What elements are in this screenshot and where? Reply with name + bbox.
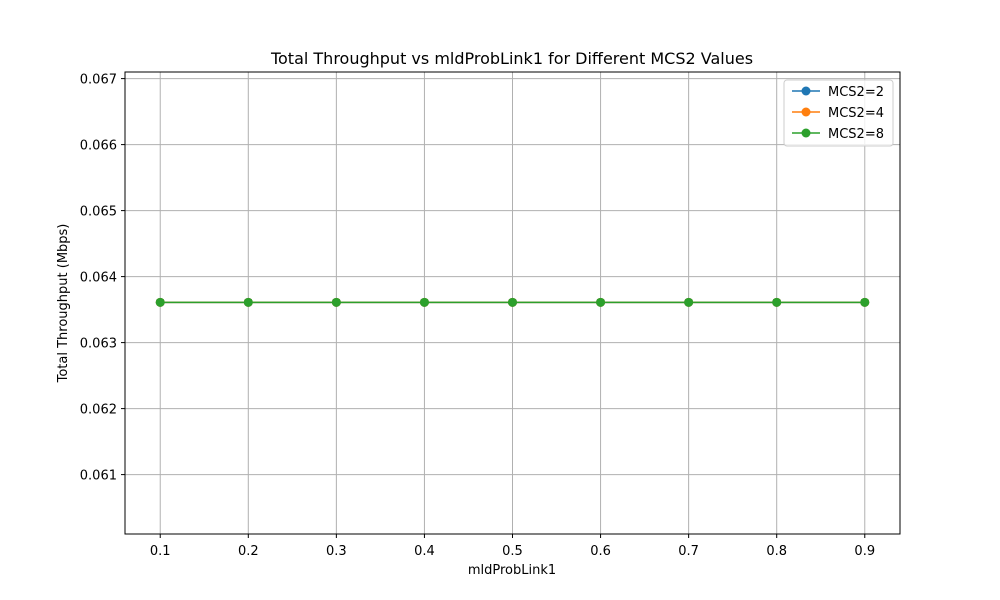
data-point	[419, 297, 429, 307]
legend-box	[783, 79, 894, 147]
data-point	[243, 297, 253, 307]
y-tick-label: 0.062	[80, 403, 117, 418]
legend-marker	[801, 128, 811, 138]
series-layer	[155, 297, 870, 307]
x-tick-label: 0.2	[238, 544, 259, 559]
x-tick-label: 0.9	[854, 544, 875, 559]
legend-marker	[801, 86, 811, 96]
x-tick-label: 0.6	[590, 544, 611, 559]
x-tick-label: 0.3	[326, 544, 347, 559]
legend-label: MCS2=2	[828, 85, 884, 100]
legend-item: MCS2=8	[792, 127, 884, 142]
legend-label: MCS2=8	[828, 127, 884, 142]
data-point	[331, 297, 341, 307]
y-tick-label: 0.066	[80, 139, 117, 154]
data-point	[508, 297, 517, 307]
y-tick-label: 0.067	[80, 73, 117, 88]
x-tick-label: 0.4	[414, 544, 435, 559]
legend-item: MCS2=4	[792, 106, 884, 121]
x-tick-label: 0.8	[766, 544, 787, 559]
chart-title: Total Throughput vs mldProbLink1 for Dif…	[270, 49, 753, 68]
y-tick-label: 0.064	[80, 271, 117, 286]
x-axis-label: mldProbLink1	[468, 563, 556, 578]
legend-marker	[801, 107, 811, 117]
x-axis-ticks: 0.1 0.2 0.3 0.4 0.5 0.6 0.7 0.8 0.9	[150, 534, 875, 559]
data-point	[684, 297, 694, 307]
data-point	[596, 297, 606, 307]
data-point	[772, 297, 782, 307]
y-axis-label: Total Throughput (Mbps)	[56, 224, 71, 384]
data-point	[860, 297, 870, 307]
series-3	[155, 297, 870, 307]
y-tick-label: 0.065	[80, 205, 117, 220]
y-tick-label: 0.061	[80, 469, 117, 484]
x-tick-label: 0.5	[502, 544, 523, 559]
legend: MCS2=2 MCS2=4 MCS2=8	[783, 79, 894, 147]
legend-label: MCS2=4	[828, 106, 884, 121]
y-axis-ticks: 0.061 0.062 0.063 0.064 0.065 0.066 0.067	[80, 73, 125, 484]
x-tick-label: 0.7	[678, 544, 699, 559]
y-tick-label: 0.063	[80, 337, 117, 352]
data-point	[155, 297, 165, 307]
x-tick-label: 0.1	[150, 544, 171, 559]
legend-item: MCS2=2	[792, 85, 884, 100]
